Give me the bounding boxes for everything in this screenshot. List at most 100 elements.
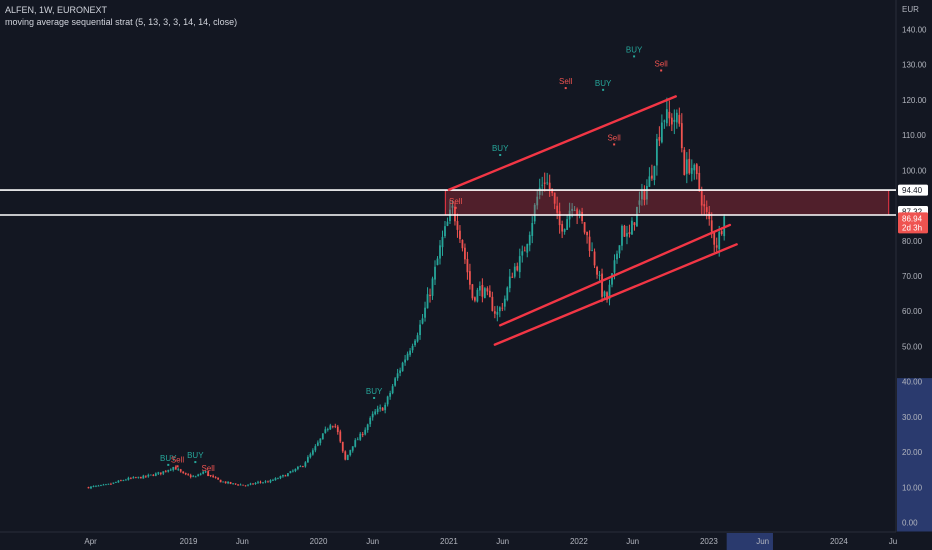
candle-up <box>296 466 299 469</box>
candle-down <box>548 182 551 190</box>
price-tick-label: 0.00 <box>902 519 918 528</box>
candle-up <box>199 473 202 475</box>
candle-down <box>461 239 464 249</box>
bar-countdown-label: 2d 3h <box>902 223 922 232</box>
candle-up <box>117 480 120 483</box>
candle-up <box>262 482 264 484</box>
candle-down <box>523 250 526 252</box>
candle-up <box>476 289 479 302</box>
candle-up <box>498 307 501 312</box>
candle-up <box>132 477 135 479</box>
currency-label: EUR <box>902 5 919 14</box>
sell-signal-label: Sell <box>654 59 668 68</box>
candle-up <box>611 273 613 285</box>
sell-signal-marker <box>207 474 210 477</box>
candle-up <box>663 120 666 122</box>
candle-up <box>404 359 406 363</box>
candle-up <box>386 396 389 405</box>
candle-up <box>636 206 638 227</box>
candle-up <box>294 468 297 471</box>
lower-channel-line <box>493 243 738 346</box>
time-axis-label: 2019 <box>180 537 198 546</box>
candle-up <box>613 260 616 273</box>
candle-up <box>264 481 267 483</box>
candle-up <box>419 324 421 336</box>
candle-down <box>242 484 244 486</box>
candle-up <box>506 287 509 300</box>
candle-down <box>481 284 484 297</box>
candle-down <box>650 175 653 179</box>
candle-up <box>311 450 314 455</box>
candle-up <box>424 307 426 318</box>
candle-down <box>182 471 185 474</box>
candle-down <box>688 158 691 174</box>
candle-up <box>421 318 424 324</box>
candle-down <box>715 245 718 248</box>
candle-up <box>326 429 329 430</box>
candle-up <box>292 470 294 472</box>
candle-down <box>429 294 431 297</box>
candle-up <box>414 340 416 346</box>
candle-up <box>409 350 411 355</box>
candle-up <box>137 476 140 478</box>
candle-up <box>641 189 643 200</box>
candle-down <box>152 474 155 476</box>
candle-down <box>576 209 579 215</box>
candle-down <box>583 222 586 233</box>
candle-up <box>122 480 125 482</box>
time-axis-label: Jun <box>236 537 249 546</box>
last-price-badge-bg <box>898 212 928 234</box>
candle-up <box>718 231 721 250</box>
candle-down <box>493 311 496 314</box>
candle-up <box>287 473 289 477</box>
last-price-label: 86.94 <box>902 214 923 223</box>
candle-down <box>601 273 603 297</box>
candle-down <box>212 475 215 477</box>
candle-up <box>591 250 593 252</box>
buy-signal-marker <box>167 463 170 466</box>
candle-up <box>638 200 641 205</box>
candle-down <box>596 266 598 275</box>
candle-up <box>172 467 175 470</box>
candle-up <box>371 413 374 418</box>
price-tick-label: 120.00 <box>902 96 927 105</box>
buy-signal-marker <box>602 88 605 91</box>
price-tick-label: 70.00 <box>902 272 923 281</box>
candle-down <box>301 466 304 468</box>
buy-signal-marker <box>194 461 197 464</box>
candle-up <box>277 478 279 480</box>
candle-down <box>464 247 466 260</box>
candle-down <box>207 471 210 476</box>
candle-up <box>533 204 536 222</box>
candle-down <box>683 149 686 175</box>
candle-up <box>192 476 195 478</box>
candle-up <box>531 222 534 236</box>
middle-channel-line <box>498 223 732 327</box>
time-axis-label: Jun <box>756 537 769 546</box>
price-tick-label: 10.00 <box>902 483 923 492</box>
candle-down <box>252 483 254 485</box>
candle-down <box>189 475 192 477</box>
candle-up <box>690 168 693 174</box>
sell-signal-marker <box>660 69 663 72</box>
candle-down <box>284 475 287 477</box>
candle-up <box>257 481 259 483</box>
candle-up <box>351 446 354 451</box>
candle-down <box>488 290 491 298</box>
candle-up <box>376 408 379 412</box>
candle-up <box>648 176 651 187</box>
candle-up <box>521 251 524 256</box>
candle-down <box>174 466 177 470</box>
candle-up <box>299 466 302 468</box>
candle-up <box>660 122 663 143</box>
candle-up <box>239 484 242 486</box>
candle-down <box>259 481 262 483</box>
candle-down <box>454 206 456 222</box>
candle-up <box>115 482 117 483</box>
candle-up <box>411 345 414 351</box>
candle-up <box>289 471 292 474</box>
candle-down <box>341 441 344 452</box>
candle-down <box>713 231 716 245</box>
